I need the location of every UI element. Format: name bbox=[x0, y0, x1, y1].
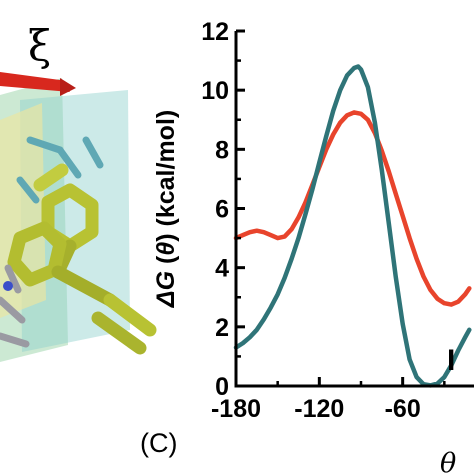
x-tick-label: -180 bbox=[211, 395, 261, 423]
y-tick-label: 8 bbox=[215, 136, 229, 164]
y-tick-label: 0 bbox=[215, 373, 229, 401]
rotation-arrow-bar bbox=[0, 72, 70, 92]
gray-structure bbox=[0, 264, 30, 348]
x-tick-label: -60 bbox=[385, 395, 421, 423]
x-axis-label: θ bbox=[440, 448, 456, 474]
panel-label: (C) bbox=[140, 428, 177, 458]
y-tick-label: 2 bbox=[215, 314, 229, 342]
state-marker: I bbox=[447, 344, 455, 377]
molecule-label: ξ bbox=[28, 21, 51, 70]
y-axis-label: ΔG (θ) (kcal/mol) bbox=[152, 110, 180, 308]
yellow-ring-structure bbox=[7, 163, 157, 355]
atom-blue bbox=[3, 281, 13, 291]
x-tick-label: -120 bbox=[294, 395, 344, 423]
plane-cyan bbox=[20, 90, 130, 352]
y-tick-label: 10 bbox=[201, 77, 229, 105]
series-line-1 bbox=[233, 110, 472, 307]
y-tick-label: 4 bbox=[215, 255, 229, 283]
y-tick-label: 12 bbox=[201, 18, 229, 46]
y-tick-label: 6 bbox=[215, 196, 229, 224]
rotation-arrow-head bbox=[60, 78, 76, 96]
cyan-structure bbox=[16, 136, 104, 204]
molecule-illustration bbox=[0, 72, 157, 362]
